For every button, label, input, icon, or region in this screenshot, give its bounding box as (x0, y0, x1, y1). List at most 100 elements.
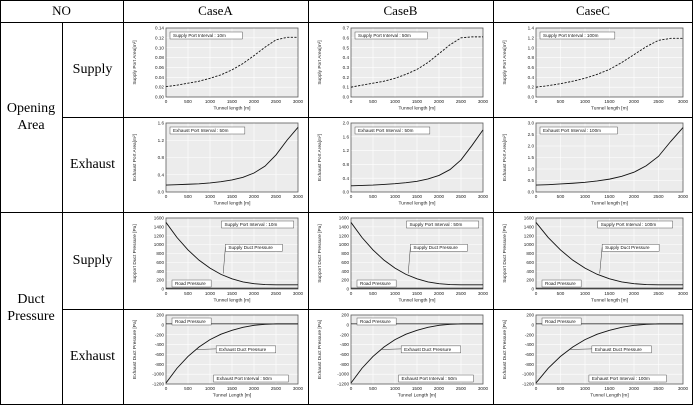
series-annotation: Supply Duct Pressure (605, 245, 650, 250)
x-tick-label: 2000 (434, 194, 445, 199)
y-tick-label: -1000 (522, 372, 534, 377)
series-annotation: Exhaust Duct Pressure (219, 347, 266, 352)
y-tick-label: -1000 (337, 372, 349, 377)
y-tick-label: 0.6 (528, 65, 535, 70)
y-tick-label: 0.8 (343, 162, 350, 167)
x-tick-label: 2500 (653, 194, 664, 199)
y-tick-label: 600 (156, 260, 164, 265)
plot-frame (165, 314, 299, 385)
series-annotation: Supply Duct Pressure (228, 245, 273, 250)
y-tick-label: 1200 (154, 233, 165, 238)
annotation-leader (570, 348, 592, 350)
x-tick-label: 3000 (293, 99, 304, 104)
y-tick-label: 0.0 (343, 95, 350, 100)
interval-annotation-box (539, 31, 616, 40)
interval-annotation: Supply Port Interval : 100m (543, 33, 599, 38)
y-tick-label: -800 (525, 362, 535, 367)
y-tick-label: 1200 (524, 233, 535, 238)
y-tick-label: 0.14 (155, 26, 164, 31)
y-tick-label: 0.04 (155, 75, 164, 80)
x-axis-label: Tunnel length [m] (591, 106, 628, 112)
y-tick-label: 200 (156, 278, 164, 283)
x-tick-label: 2500 (653, 291, 664, 296)
road-annotation: Road Pressure (175, 281, 206, 286)
y-tick-label: -400 (525, 342, 535, 347)
y-tick-label: 200 (526, 278, 534, 283)
x-tick-label: 0 (535, 99, 538, 104)
y-tick-label: 2.0 (528, 144, 535, 149)
x-tick-label: 1000 (580, 194, 591, 199)
x-tick-label: 2500 (271, 99, 282, 104)
interval-annotation-box (398, 374, 474, 383)
y-tick-label: -1200 (337, 382, 349, 387)
plot-frame (350, 122, 484, 193)
y-tick-label: 0.8 (158, 155, 165, 160)
chart-8: 0 500 1000 1500 2000 2500 3000 0 200 400 600 800 100… (317, 216, 489, 304)
x-tick-label: 1000 (580, 291, 591, 296)
chart-3: 0 500 1000 1500 2000 2500 3000 0.0 0.2 0.4 0.6 0.8 1… (502, 26, 689, 112)
group-opening-area-line1: Opening (6, 101, 56, 116)
interval-annotation: Supply Port Interval : 50m (358, 33, 411, 38)
road-annotation-box (356, 317, 397, 326)
x-tick-label: 1500 (412, 99, 423, 104)
data-series-line (350, 36, 483, 88)
x-tick-label: 3000 (478, 291, 489, 296)
x-tick-label: 0 (535, 194, 538, 199)
y-tick-label: 0 (346, 287, 349, 292)
subrow-pressure-supply: Supply (72, 252, 113, 268)
interval-annotation-box (169, 126, 246, 135)
y-tick-label: 0.4 (343, 55, 350, 60)
x-tick-label: 2000 (434, 386, 445, 391)
y-tick-label: 0 (531, 322, 534, 327)
y-tick-label: 1.5 (528, 155, 535, 160)
x-tick-label: 2000 (434, 99, 445, 104)
y-tick-label: 200 (156, 313, 164, 318)
road-annotation-box (541, 317, 582, 326)
y-axis-label: Support Duct Pressure [Pa] (132, 224, 138, 282)
y-tick-label: 800 (526, 251, 534, 256)
interval-annotation: Exhaust Port Interval : 50m (173, 128, 229, 133)
x-tick-label: 500 (184, 99, 192, 104)
x-tick-label: 500 (184, 291, 192, 296)
y-tick-label: 1400 (339, 224, 350, 229)
x-axis-label: Tunnel length [m] (214, 298, 251, 304)
x-tick-label: 3000 (478, 99, 489, 104)
road-annotation-box (356, 279, 397, 288)
road-annotation: Road Pressure (360, 319, 391, 324)
x-tick-label: 2000 (434, 291, 445, 296)
x-axis-label: Tunnel length [m] (399, 201, 436, 207)
y-tick-label: 0.00 (155, 95, 164, 100)
x-tick-label: 1500 (227, 99, 238, 104)
interval-annotation: Supply Port Interval : 100m (601, 222, 657, 227)
x-tick-label: 500 (184, 386, 192, 391)
y-tick-label: 1600 (524, 216, 535, 221)
y-tick-label: -1200 (152, 382, 164, 387)
plot-frame (535, 27, 684, 98)
y-tick-label: 600 (341, 260, 349, 265)
x-tick-label: 1000 (390, 291, 401, 296)
chart-2: 0 500 1000 1500 2000 2500 3000 0.0 0.1 0.2 0.3 0.4 0… (317, 26, 489, 112)
interval-annotation-box (539, 126, 618, 135)
x-tick-label: 500 (369, 99, 377, 104)
series-annotation: Exhaust Duct Pressure (595, 347, 642, 352)
y-tick-label: 0.7 (343, 26, 350, 31)
y-tick-label: 0.0 (343, 190, 350, 195)
group-duct-pressure: Duct Pressure (0, 212, 62, 404)
y-tick-label: 0.5 (343, 45, 350, 50)
x-axis-label: Tunnel length [m] (399, 106, 436, 112)
x-tick-label: 0 (165, 194, 168, 199)
y-tick-label: -200 (525, 332, 535, 337)
x-tick-label: 3000 (293, 291, 304, 296)
y-axis-label: Exhaust Port Area[m²] (502, 134, 508, 181)
y-tick-label: -600 (340, 352, 350, 357)
y-tick-label: 1.6 (158, 121, 165, 126)
x-tick-label: 1500 (412, 291, 423, 296)
x-tick-label: 2500 (456, 386, 467, 391)
x-tick-label: 500 (369, 386, 377, 391)
x-tick-label: 1500 (604, 386, 615, 391)
interval-annotation-box (354, 126, 431, 135)
y-tick-label: -200 (155, 332, 165, 337)
x-axis-label: Tunnel Length [m] (590, 393, 629, 399)
